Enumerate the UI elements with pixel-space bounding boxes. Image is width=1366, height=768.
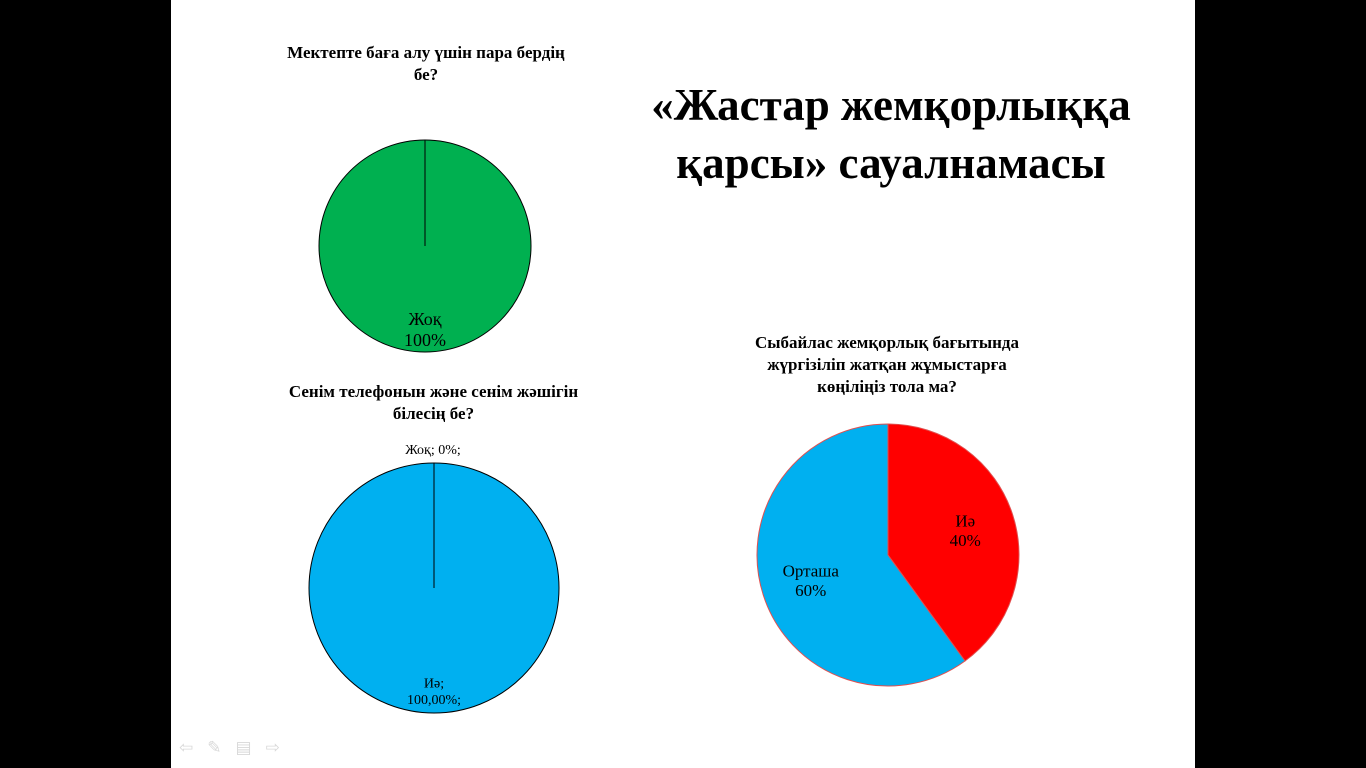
pen-icon[interactable]: ✎ [207, 738, 222, 758]
slide-title: «Жастар жемқорлыққа қарсы» сауалнамасы [651, 80, 1131, 188]
pie-chart-2: Иә;100,00%; [308, 462, 560, 714]
slide: «Жастар жемқорлыққа қарсы» сауалнамасы М… [171, 0, 1195, 768]
pie-slice-value-label: 100,00%; [407, 693, 461, 708]
pie-slice [887, 423, 1020, 662]
arrow-right-icon[interactable]: ⇨ [265, 738, 280, 758]
chart-3-title: Сыбайлас жемқорлық бағытында жүргізіліп … [754, 333, 1020, 396]
pie-slice-value-label: 60% [795, 581, 826, 600]
pie-slice-label: Орташа [783, 562, 840, 581]
chart-2-zero-slice-label: Жоқ; 0%; [405, 443, 461, 458]
chart-1-title: Мектепте баға алу үшін пара бердің бе? [287, 43, 565, 84]
pie-slice-value-label: 100% [404, 330, 446, 350]
pie-slice-label: Иә [955, 512, 975, 531]
menu-icon[interactable]: ▤ [235, 738, 252, 758]
pie-slice-value-label: 40% [950, 531, 981, 550]
chart-2-title: Сенім телефонын және сенім жәшігін білес… [288, 382, 579, 423]
pie-slice-label: Жоқ [409, 309, 442, 329]
slide-nav: ⇦ ✎ ▤ ⇨ [179, 738, 280, 758]
pie-slice-label: Иә; [424, 677, 444, 692]
arrow-left-icon[interactable]: ⇦ [179, 738, 194, 758]
pie-slice [756, 423, 966, 687]
